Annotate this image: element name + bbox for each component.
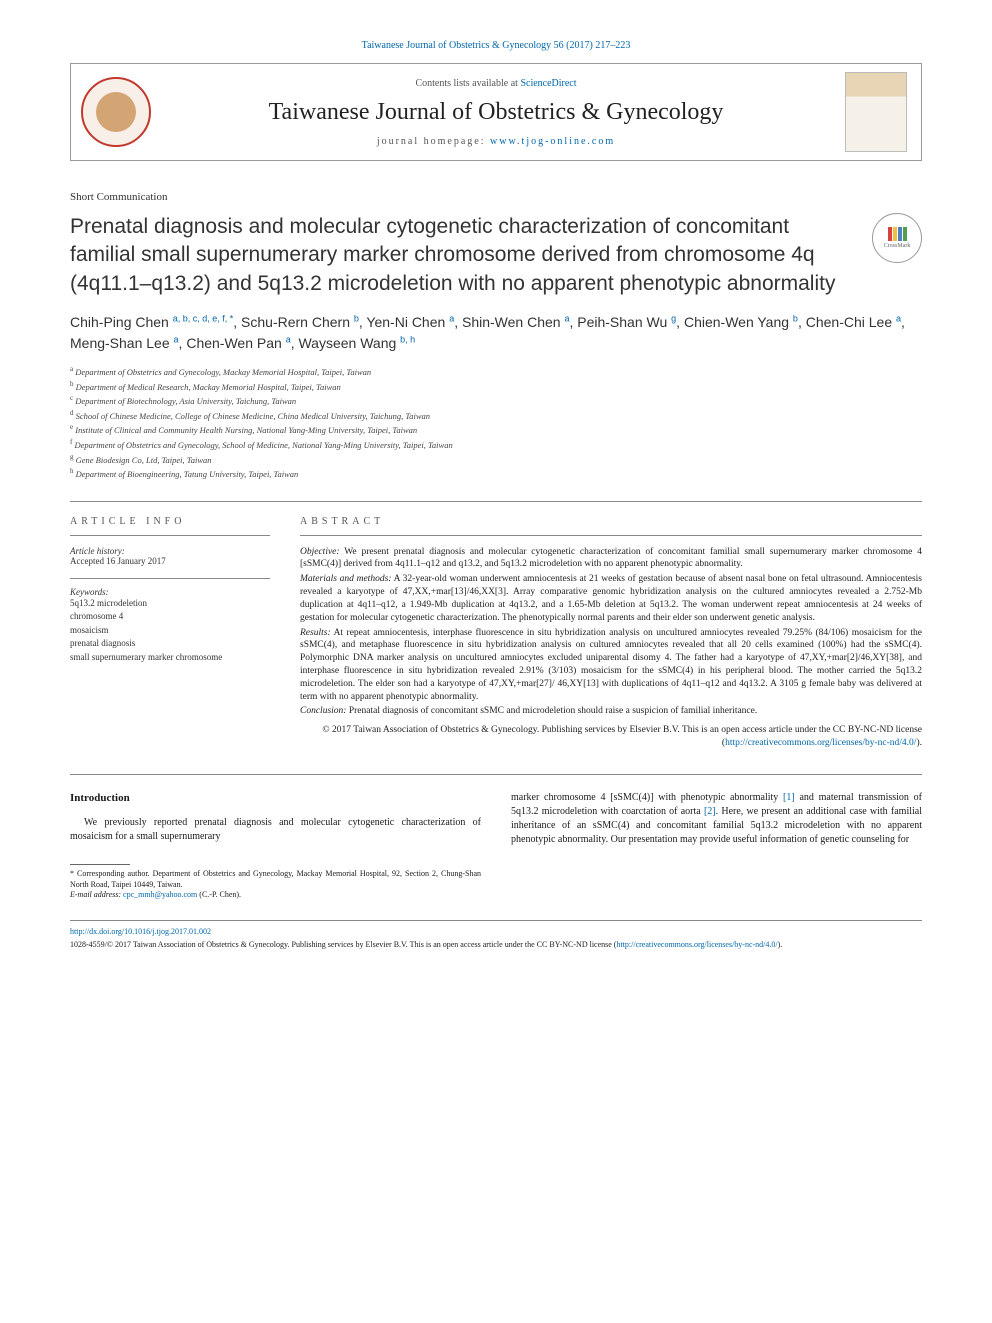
- abstract-copyright: © 2017 Taiwan Association of Obstetrics …: [300, 724, 922, 750]
- author: Chih-Ping Chen a, b, c, d, e, f, *: [70, 314, 233, 330]
- methods-text: A 32-year-old woman underwent amniocente…: [300, 574, 922, 622]
- homepage-link[interactable]: www.tjog-online.com: [490, 136, 615, 147]
- keyword: prenatal diagnosis: [70, 637, 270, 651]
- intro-heading: Introduction: [70, 791, 481, 806]
- article-info: ARTICLE INFO Article history: Accepted 1…: [70, 516, 270, 750]
- journal-cover-thumbnail: [831, 64, 921, 160]
- author: Chen-Wen Pan a: [186, 335, 290, 351]
- body-column-right: marker chromosome 4 [sSMC(4)] with pheno…: [511, 791, 922, 901]
- keywords-label: Keywords:: [70, 587, 270, 597]
- body-column-left: Introduction We previously reported pren…: [70, 791, 481, 901]
- methods-label: Materials and methods:: [300, 574, 391, 584]
- corresponding-author: * Corresponding author. Department of Ob…: [70, 869, 481, 890]
- history-label: Article history:: [70, 546, 270, 556]
- journal-homepage: journal homepage: www.tjog-online.com: [171, 136, 821, 147]
- author-list: Chih-Ping Chen a, b, c, d, e, f, *, Schu…: [70, 312, 922, 354]
- article-type: Short Communication: [70, 191, 922, 203]
- journal-name: Taiwanese Journal of Obstetrics & Gyneco…: [171, 99, 821, 126]
- conclusion-text: Prenatal diagnosis of concomitant sSMC a…: [346, 706, 757, 716]
- affiliation: a Department of Obstetrics and Gynecolog…: [70, 364, 922, 379]
- results-label: Results:: [300, 628, 331, 638]
- citation-line: Taiwanese Journal of Obstetrics & Gyneco…: [70, 40, 922, 51]
- intro-paragraph-left: We previously reported prenatal diagnosi…: [70, 816, 481, 844]
- contents-available: Contents lists available at ScienceDirec…: [171, 78, 821, 89]
- author: Wayseen Wang b, h: [298, 335, 415, 351]
- results-text: At repeat amniocentesis, interphase fluo…: [300, 628, 922, 702]
- keyword: small supernumerary marker chromosome: [70, 651, 270, 665]
- sciencedirect-link[interactable]: ScienceDirect: [520, 78, 576, 89]
- page-footer: http://dx.doi.org/10.1016/j.tjog.2017.01…: [70, 920, 922, 950]
- author: Chen-Chi Lee a: [806, 314, 901, 330]
- article-title: Prenatal diagnosis and molecular cytogen…: [70, 213, 852, 298]
- affiliation: b Department of Medical Research, Mackay…: [70, 379, 922, 394]
- history-text: Accepted 16 January 2017: [70, 556, 270, 566]
- author: Schu-Rern Chern b: [241, 314, 359, 330]
- abstract-heading: ABSTRACT: [300, 516, 922, 536]
- keyword: 5q13.2 microdeletion: [70, 597, 270, 611]
- affiliations: a Department of Obstetrics and Gynecolog…: [70, 364, 922, 481]
- affiliation: h Department of Bioengineering, Tatung U…: [70, 466, 922, 481]
- conclusion-label: Conclusion:: [300, 706, 346, 716]
- author: Peih-Shan Wu g: [577, 314, 676, 330]
- society-logo: [71, 64, 161, 160]
- intro-paragraph-right: marker chromosome 4 [sSMC(4)] with pheno…: [511, 791, 922, 847]
- journal-header: Contents lists available at ScienceDirec…: [70, 63, 922, 161]
- keyword: mosaicism: [70, 624, 270, 638]
- keyword: chromosome 4: [70, 610, 270, 624]
- author: Shin-Wen Chen a: [462, 314, 569, 330]
- ref-link-2[interactable]: [2]: [704, 806, 716, 817]
- abstract: ABSTRACT Objective: We present prenatal …: [300, 516, 922, 750]
- affiliation: e Institute of Clinical and Community He…: [70, 422, 922, 437]
- author: Chien-Wen Yang b: [684, 314, 798, 330]
- issn-copyright: 1028-4559/© 2017 Taiwan Association of O…: [70, 940, 922, 950]
- crossmark-bar: [903, 227, 907, 241]
- affiliation: f Department of Obstetrics and Gynecolog…: [70, 437, 922, 452]
- doi-link[interactable]: http://dx.doi.org/10.1016/j.tjog.2017.01…: [70, 927, 211, 936]
- email-link[interactable]: cpc_mmh@yahoo.com: [123, 890, 197, 899]
- affiliation: c Department of Biotechnology, Asia Univ…: [70, 393, 922, 408]
- crossmark-badge[interactable]: CrossMark: [872, 213, 922, 263]
- footer-license-link[interactable]: http://creativecommons.org/licenses/by-n…: [616, 940, 777, 949]
- affiliation: g Gene Biodesign Co, Ltd, Taipei, Taiwan: [70, 452, 922, 467]
- article-info-heading: ARTICLE INFO: [70, 516, 270, 536]
- keywords-list: 5q13.2 microdeletionchromosome 4mosaicis…: [70, 597, 270, 665]
- crossmark-bar: [888, 227, 892, 241]
- license-link[interactable]: http://creativecommons.org/licenses/by-n…: [725, 738, 916, 748]
- crossmark-bar: [893, 227, 897, 241]
- affiliation: d School of Chinese Medicine, College of…: [70, 408, 922, 423]
- author: Meng-Shan Lee a: [70, 335, 179, 351]
- objective-label: Objective:: [300, 547, 340, 557]
- author: Yen-Ni Chen a: [366, 314, 454, 330]
- crossmark-bar: [898, 227, 902, 241]
- corresponding-email: E-mail address: cpc_mmh@yahoo.com (C.-P.…: [70, 890, 481, 900]
- objective-text: We present prenatal diagnosis and molecu…: [300, 547, 922, 570]
- ref-link-1[interactable]: [1]: [783, 792, 795, 803]
